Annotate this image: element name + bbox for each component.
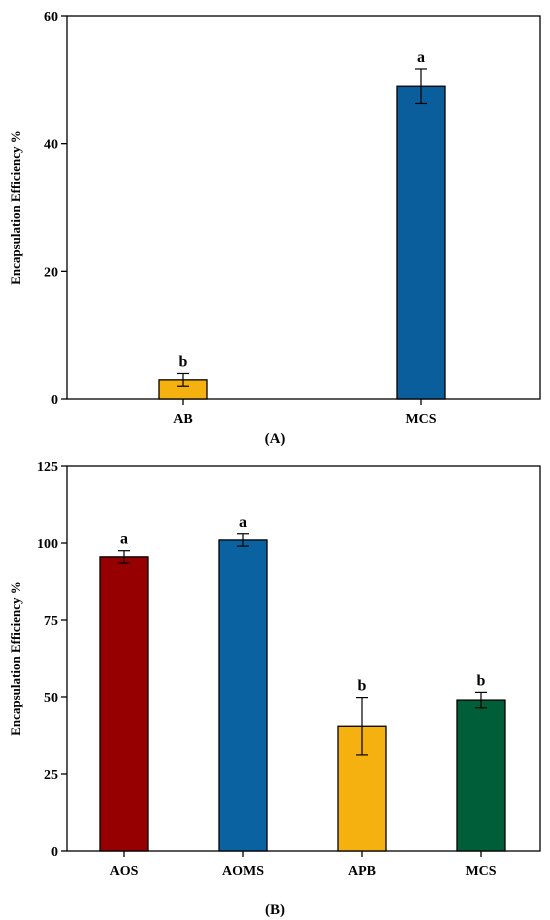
panel-label: (B) bbox=[265, 902, 285, 918]
x-tick-label: AOS bbox=[110, 864, 139, 879]
y-tick-label: 75 bbox=[44, 614, 58, 629]
x-tick-label: MCS bbox=[465, 864, 496, 879]
bar bbox=[396, 85, 446, 400]
y-tick-label: 125 bbox=[37, 460, 58, 475]
error-bar bbox=[475, 691, 487, 709]
bar bbox=[456, 699, 506, 852]
x-tick-label: AB bbox=[173, 412, 192, 427]
y-tick-label: 60 bbox=[44, 10, 58, 25]
significance-letter: a bbox=[120, 531, 128, 548]
plot-frame bbox=[66, 465, 541, 852]
y-tick-label: 25 bbox=[44, 768, 58, 783]
x-tick-label: MCS bbox=[405, 412, 436, 427]
chart-panel-a: Encapsulation Efficiency % 0 20 40 60 AB b MC… bbox=[8, 10, 541, 447]
y-axis-label: Encapsulation Efficiency % bbox=[8, 581, 23, 736]
bars: AOS a AOMS a APB b MCS b bbox=[99, 514, 506, 879]
y-tick-label: 0 bbox=[51, 393, 58, 408]
y-ticks: 0 20 40 60 bbox=[44, 10, 67, 408]
error-bar bbox=[237, 533, 249, 547]
bar bbox=[99, 556, 149, 852]
significance-letter: a bbox=[239, 514, 247, 531]
bar bbox=[218, 539, 268, 852]
significance-letter: b bbox=[358, 678, 367, 695]
y-tick-label: 50 bbox=[44, 691, 58, 706]
bars: AB b MCS a bbox=[158, 49, 446, 427]
y-tick-label: 100 bbox=[37, 537, 58, 552]
error-bar bbox=[177, 372, 189, 387]
significance-letter: a bbox=[417, 49, 425, 66]
chart-panel-b: Encapsulation Efficiency % 0 25 50 75 100 125… bbox=[8, 460, 541, 918]
y-tick-label: 40 bbox=[44, 138, 58, 153]
y-ticks: 0 25 50 75 100 125 bbox=[37, 460, 67, 860]
y-tick-label: 20 bbox=[44, 265, 58, 280]
panel-label: (A) bbox=[265, 431, 286, 447]
error-bar bbox=[356, 697, 368, 756]
y-axis-label: Encapsulation Efficiency % bbox=[8, 130, 23, 285]
significance-letter: b bbox=[179, 353, 188, 370]
x-tick-label: AOMS bbox=[222, 864, 264, 879]
plot-frame bbox=[66, 15, 541, 400]
x-tick-label: APB bbox=[348, 864, 376, 879]
error-bar bbox=[118, 550, 130, 564]
significance-letter: b bbox=[477, 672, 486, 689]
error-bar bbox=[415, 68, 427, 105]
y-tick-label: 0 bbox=[51, 845, 58, 860]
